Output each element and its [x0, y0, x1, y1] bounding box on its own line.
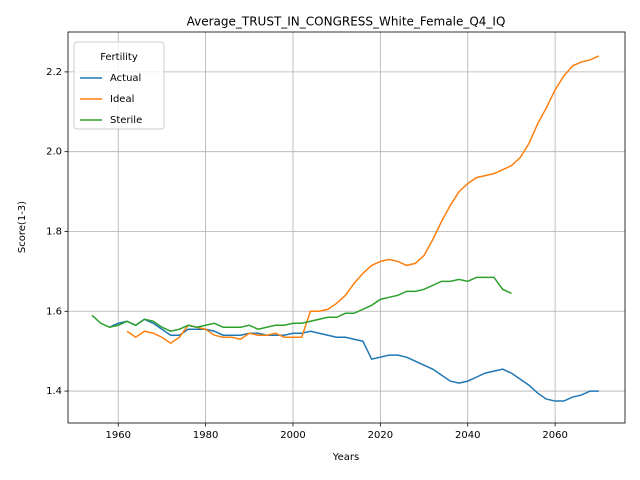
x-tick-label: 2020 [368, 430, 393, 441]
legend-title: Fertility [100, 52, 138, 63]
x-tick-label: 2000 [280, 430, 305, 441]
legend-label: Sterile [110, 115, 142, 126]
legend-box [73, 41, 165, 130]
y-tick-label: 2.0 [46, 147, 62, 158]
x-tick-label: 2040 [455, 430, 480, 441]
x-tick-label: 1980 [193, 430, 218, 441]
legend-label: Actual [110, 73, 141, 84]
series-line [109, 318, 599, 402]
y-tick-label: 2.2 [46, 67, 62, 78]
series-line [126, 55, 600, 345]
y-tick-label: 1.4 [46, 386, 62, 397]
y-tick-label: 1.8 [46, 226, 62, 237]
series-line [91, 276, 512, 333]
x-tick-label: 1960 [106, 430, 131, 441]
legend-label: Ideal [110, 94, 134, 105]
y-axis-label: Score(1-3) [17, 201, 28, 253]
plot-frame [67, 31, 626, 424]
chart-title: Average_TRUST_IN_CONGRESS_White_Female_Q… [187, 15, 506, 29]
x-tick-label: 2060 [542, 430, 567, 441]
y-tick-label: 1.6 [46, 306, 62, 317]
x-axis-label: Years [332, 452, 359, 463]
